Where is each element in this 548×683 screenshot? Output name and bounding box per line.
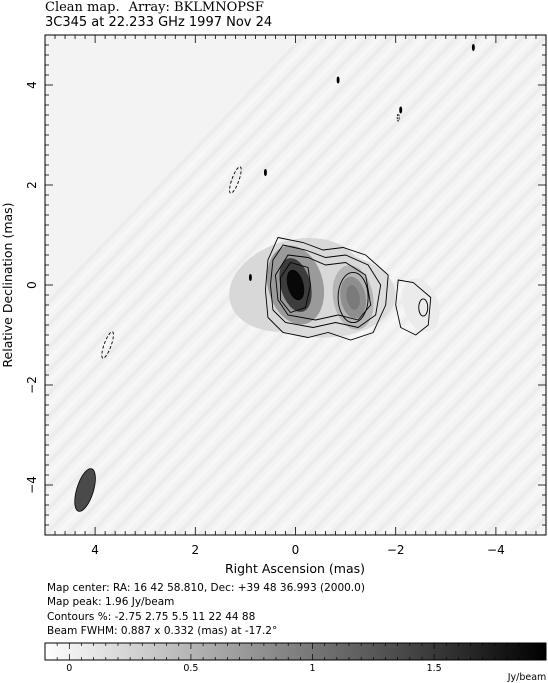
noise-contour [336,76,340,84]
contours-text: Contours %: -2.75 2.75 5.5 11 22 44 88 [47,610,256,623]
x-tick-label: −4 [487,543,505,557]
colorbar-ticks: 0 0.5 1 1.5 [44,643,544,674]
outer-component-shade [401,278,440,332]
beam [74,468,96,512]
contour-11 [274,254,372,321]
background-noise [45,35,546,535]
core-shade [287,270,304,300]
colorbar-unit: Jy/beam [507,672,547,683]
x-tick-label: 4 [91,543,99,557]
chart-title: Clean map. Array: BKLMNOPSF [45,0,264,15]
contour-22-jet [337,272,369,324]
noise-contour [399,106,403,114]
contour-22-core [280,261,311,314]
y-axis: −4 −2 0 2 4 [25,34,546,536]
y-axis-label: Relative Declination (mas) [0,202,15,367]
noise-contour [471,44,475,51]
colorbar-tick-label: 0.5 [183,663,198,674]
contours [101,44,475,359]
colorbar [44,642,547,661]
negative-contour [396,113,400,122]
chart-subtitle: 3C345 at 22.233 GHz 1997 Nov 24 [45,15,272,30]
y-tick-label: 2 [25,181,39,189]
y-tick-label: −2 [25,376,39,394]
x-tick-label: 0 [292,543,300,557]
noise-contour [248,274,252,281]
colorbar-tick-label: 1 [310,663,316,674]
emission [229,238,440,338]
y-tick-label: 4 [25,81,39,89]
x-tick-label: 2 [191,543,199,557]
contour-outer-2.75 [395,279,432,336]
y-tick-label: −4 [25,476,39,494]
map-peak-text: Map peak: 1.96 Jy/beam [47,596,175,609]
x-axis: 4 2 0 −2 −4 [44,35,547,557]
colorbar-tick-label: 0 [66,663,72,674]
negative-contour [229,166,242,194]
beam-ellipse [74,468,96,512]
contour-2.75 [264,236,389,341]
negative-contour [101,331,114,359]
jet-component-shade [346,285,360,310]
x-tick-label: −2 [387,543,405,557]
y-tick-label: 0 [25,281,39,289]
noise-contour [263,169,267,176]
beam-text: Beam FWHM: 0.887 x 0.332 (mas) at -17.2° [47,624,278,637]
contour-5.5 [269,244,382,328]
contour-44 [286,269,305,301]
contour-outer-5.5 [418,298,429,317]
colorbar-tick-label: 1.5 [427,663,442,674]
map-center-text: Map center: RA: 16 42 58.810, Dec: +39 4… [47,582,365,594]
x-axis-label: Right Ascension (mas) [225,561,365,576]
map-info: Map center: RA: 16 42 58.810, Dec: +39 4… [47,581,365,638]
